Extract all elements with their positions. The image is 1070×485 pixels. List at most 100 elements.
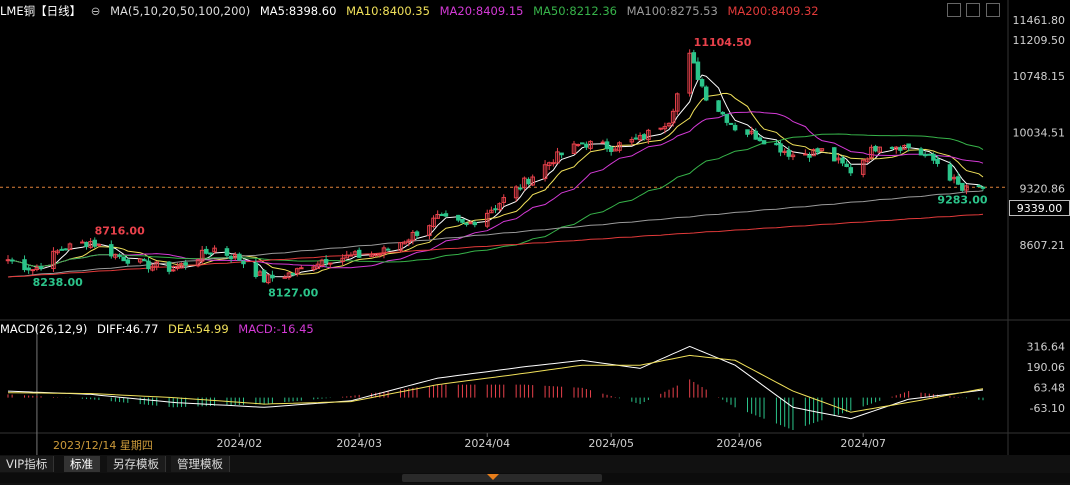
candle-body bbox=[513, 186, 519, 199]
candle-body bbox=[30, 269, 36, 272]
candle-body bbox=[472, 221, 478, 226]
candle-body bbox=[790, 154, 796, 158]
candle-body bbox=[464, 222, 469, 225]
candle-body bbox=[546, 162, 552, 167]
candle-body bbox=[902, 144, 907, 150]
candle-body bbox=[832, 147, 837, 162]
x-tick-label: 2024/06 bbox=[716, 437, 762, 450]
candle-body bbox=[745, 129, 750, 135]
macd-axis-label: 316.64 bbox=[1027, 340, 1066, 353]
ma-params[interactable]: MA(5,10,20,50,100,200) bbox=[110, 4, 251, 18]
x-tick-label: 2024/04 bbox=[464, 437, 510, 450]
restore-icon[interactable] bbox=[947, 3, 961, 17]
mid-low-annotation: 8127.00 bbox=[268, 287, 318, 300]
maximize-icon[interactable] bbox=[966, 3, 980, 17]
candle-body bbox=[348, 254, 354, 257]
candle-body bbox=[575, 143, 581, 147]
candle-body bbox=[761, 140, 767, 145]
candle-body bbox=[195, 259, 201, 267]
candle-body bbox=[877, 146, 882, 153]
price-axis-label: 11461.80 bbox=[1013, 14, 1066, 27]
ma5-line bbox=[7, 74, 984, 278]
candle-body bbox=[927, 153, 932, 156]
tab-standard[interactable]: 标准 bbox=[64, 456, 100, 472]
candle-body bbox=[964, 185, 969, 191]
candle-body bbox=[641, 134, 647, 140]
candle-body bbox=[212, 247, 217, 253]
ma100-line bbox=[7, 190, 984, 278]
high-annotation: 11104.50 bbox=[694, 36, 752, 49]
candle-body bbox=[976, 185, 982, 188]
candle-body bbox=[753, 130, 759, 140]
candle-body bbox=[873, 145, 878, 152]
candle-body bbox=[84, 241, 89, 248]
candle-body bbox=[922, 154, 928, 157]
candle-body bbox=[588, 140, 593, 149]
indicator-header: LME铜【日线】 ⊖ MA(5,10,20,50,100,200) MA5:83… bbox=[0, 3, 825, 19]
candle-body bbox=[414, 231, 420, 236]
close-icon[interactable] bbox=[986, 3, 1000, 17]
candle-body bbox=[501, 197, 507, 203]
candle-body bbox=[9, 259, 15, 262]
candle-body bbox=[559, 152, 564, 156]
candle-body bbox=[703, 86, 709, 101]
candle-body bbox=[803, 153, 808, 156]
scrollbar-thumb[interactable] bbox=[402, 474, 602, 482]
tab-manage-template[interactable]: 管理模板 bbox=[171, 456, 230, 472]
candle-body bbox=[109, 244, 114, 257]
candle-body bbox=[951, 176, 957, 180]
candle-body bbox=[542, 164, 548, 180]
candle-body bbox=[699, 79, 705, 87]
candle-body bbox=[484, 212, 490, 227]
price-axis-label: 10748.15 bbox=[1013, 70, 1066, 83]
candle-body bbox=[551, 162, 556, 165]
cursor-date-label: 2023/12/14 星期四 bbox=[53, 437, 153, 453]
candle-body bbox=[716, 100, 721, 112]
candle-body bbox=[410, 231, 416, 241]
candle-body bbox=[356, 249, 362, 258]
candle-body bbox=[55, 250, 60, 254]
tab-vip[interactable]: VIP指标 bbox=[0, 456, 55, 472]
candle-body bbox=[26, 267, 31, 271]
left-low-annotation: 8238.00 bbox=[33, 276, 83, 289]
candle-body bbox=[5, 259, 11, 262]
candle-body bbox=[489, 209, 494, 214]
candle-body bbox=[88, 241, 93, 248]
candle-body bbox=[228, 256, 234, 260]
candle-body bbox=[848, 167, 854, 174]
candle-body bbox=[67, 243, 73, 251]
candle-body bbox=[63, 248, 69, 251]
candle-body bbox=[286, 272, 292, 278]
candle-body bbox=[728, 122, 734, 125]
ma20-line bbox=[7, 111, 984, 269]
candle-body bbox=[662, 126, 668, 130]
candle-body bbox=[166, 261, 172, 272]
macd-params[interactable]: MACD(26,12,9) bbox=[0, 322, 88, 336]
ma50-line bbox=[7, 133, 984, 268]
candle-body bbox=[257, 271, 263, 276]
settings-icon[interactable]: ⊖ bbox=[90, 4, 101, 18]
ma100-value: MA100:8275.53 bbox=[626, 4, 718, 18]
candle-body bbox=[315, 263, 321, 269]
symbol-title[interactable]: LME铜【日线】 bbox=[0, 4, 82, 18]
candle-body bbox=[51, 250, 56, 270]
candle-body bbox=[815, 148, 820, 153]
candle-body bbox=[241, 260, 246, 265]
candle-body bbox=[137, 258, 143, 263]
candle-body bbox=[385, 248, 391, 251]
candle-body bbox=[906, 143, 911, 149]
candle-body bbox=[323, 259, 329, 264]
ma200-value: MA200:8409.32 bbox=[727, 4, 819, 18]
tab-save-template[interactable]: 另存模板 bbox=[107, 456, 166, 472]
candle-body bbox=[406, 239, 411, 243]
candle-body bbox=[774, 142, 779, 146]
candle-body bbox=[782, 150, 787, 153]
macd-value: MACD:-16.45 bbox=[238, 322, 314, 336]
macd-axis-label: 63.48 bbox=[1034, 381, 1066, 394]
candle-body bbox=[282, 276, 288, 279]
candle-body bbox=[113, 253, 118, 258]
candle-body bbox=[431, 217, 436, 227]
price-axis-label: 10034.51 bbox=[1013, 126, 1066, 139]
